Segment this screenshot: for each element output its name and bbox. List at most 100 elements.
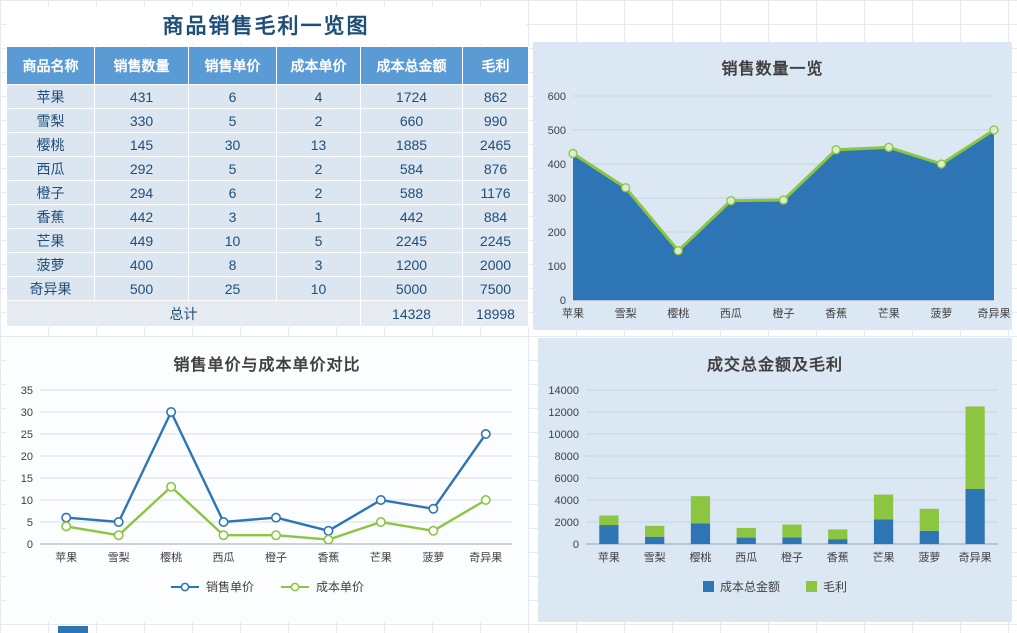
table-cell[interactable]: 5	[188, 156, 277, 181]
column-header[interactable]: 毛利	[462, 46, 529, 85]
column-header[interactable]: 成本总金额	[360, 46, 463, 85]
table-cell[interactable]: 2000	[462, 252, 529, 277]
svg-text:20: 20	[21, 451, 33, 463]
table-cell[interactable]: 400	[94, 252, 189, 277]
table-cell[interactable]: 5	[276, 228, 361, 253]
table-cell[interactable]: 884	[462, 204, 529, 229]
legend-item-sales-price: 销售单价	[170, 578, 254, 595]
sales-quantity-chart-panel[interactable]: 销售数量一览 0 100 200 300 400 500 600 苹果 雪梨 樱桃 西瓜 橙子 香蕉 芒果…	[533, 42, 1012, 330]
column-header[interactable]: 成本单价	[276, 46, 361, 85]
svg-text:500: 500	[548, 125, 566, 137]
table-cell[interactable]: 香蕉	[6, 204, 95, 229]
amount-profit-chart-panel[interactable]: 成交总金额及毛利 0 2000 4000 6000 8000 10000 12000 1400…	[538, 338, 1012, 622]
table-cell[interactable]: 雪梨	[6, 108, 95, 133]
svg-text:6000: 6000	[555, 473, 579, 485]
table-cell[interactable]: 145	[94, 132, 189, 157]
table-cell[interactable]: 1200	[360, 252, 463, 277]
table-cell[interactable]: 4	[276, 84, 361, 109]
svg-text:15: 15	[21, 473, 33, 485]
table-cell[interactable]: 876	[462, 156, 529, 181]
table-cell[interactable]: 292	[94, 156, 189, 181]
table-cell[interactable]: 1176	[462, 180, 529, 205]
table-total-row: 总计 14328 18998	[6, 300, 529, 327]
table-cell[interactable]: 442	[94, 204, 189, 229]
sales-table: 商品名称 销售数量 销售单价 成本单价 成本总金额 毛利 苹果 431 6 4 1724 862 雪梨…	[6, 46, 529, 327]
table-cell[interactable]: 500	[94, 276, 189, 301]
svg-text:10: 10	[21, 495, 33, 507]
line-marker-swatch-icon	[170, 582, 199, 591]
table-cell[interactable]: 862	[462, 84, 529, 109]
table-cell[interactable]: 442	[360, 204, 463, 229]
table-row: 橙子 294 6 2 588 1176	[6, 180, 529, 205]
svg-text:5: 5	[27, 517, 33, 529]
table-cell[interactable]: 橙子	[6, 180, 95, 205]
table-cell[interactable]: 6	[188, 84, 277, 109]
svg-text:12000: 12000	[548, 407, 579, 419]
column-header[interactable]: 商品名称	[6, 46, 95, 85]
table-cell[interactable]: 1885	[360, 132, 463, 157]
area-chart-title: 销售数量一览	[721, 61, 824, 78]
table-row: 西瓜 292 5 2 584 876	[6, 156, 529, 181]
table-cell[interactable]: 990	[462, 108, 529, 133]
table-cell[interactable]: 588	[360, 180, 463, 205]
table-cell[interactable]: 431	[94, 84, 189, 109]
table-cell[interactable]: 25	[188, 276, 277, 301]
table-cell[interactable]: 6	[188, 180, 277, 205]
table-cell[interactable]: 10	[188, 228, 277, 253]
total-label-cell[interactable]: 总计	[6, 300, 361, 327]
table-cell[interactable]: 苹果	[6, 84, 95, 109]
table-cell[interactable]: 2245	[462, 228, 529, 253]
svg-text:600: 600	[548, 91, 566, 103]
table-cell[interactable]: 2	[276, 156, 361, 181]
column-header[interactable]: 销售数量	[94, 46, 189, 85]
total-profit-cell[interactable]: 18998	[462, 300, 529, 327]
table-cell[interactable]: 3	[276, 252, 361, 277]
table-cell[interactable]: 8	[188, 252, 277, 277]
table-cell[interactable]: 330	[94, 108, 189, 133]
svg-text:西瓜: 西瓜	[720, 308, 742, 320]
table-cell[interactable]: 2465	[462, 132, 529, 157]
svg-text:西瓜: 西瓜	[735, 552, 757, 564]
svg-text:14000: 14000	[548, 385, 579, 397]
svg-text:300: 300	[548, 193, 566, 205]
table-cell[interactable]: 10	[276, 276, 361, 301]
table-cell[interactable]: 13	[276, 132, 361, 157]
table-cell[interactable]: 2	[276, 180, 361, 205]
unit-price-chart-panel[interactable]: 销售单价与成本单价对比 0 5 10 15 20 25 30 35 苹果 雪梨 樱桃 西瓜 橙子 香蕉 芒果…	[6, 338, 528, 622]
svg-text:30: 30	[21, 407, 33, 419]
svg-text:雪梨: 雪梨	[615, 306, 637, 320]
table-cell[interactable]: 3	[188, 204, 277, 229]
table-cell[interactable]: 449	[94, 228, 189, 253]
table-cell[interactable]: 樱桃	[6, 132, 95, 157]
table-cell[interactable]: 7500	[462, 276, 529, 301]
table-cell[interactable]: 660	[360, 108, 463, 133]
table-cell[interactable]: 奇异果	[6, 276, 95, 301]
column-header[interactable]: 销售单价	[188, 46, 277, 85]
legend-item-cost-total: 成本总金额	[702, 578, 780, 595]
svg-text:雪梨: 雪梨	[644, 550, 666, 564]
title-band: 商品销售毛利一览图	[6, 6, 526, 44]
table-cell[interactable]: 2	[276, 108, 361, 133]
svg-text:西瓜: 西瓜	[213, 552, 235, 564]
table-cell[interactable]: 5000	[360, 276, 463, 301]
table-cell[interactable]: 584	[360, 156, 463, 181]
svg-text:樱桃: 樱桃	[160, 550, 182, 564]
table-cell[interactable]: 1724	[360, 84, 463, 109]
table-cell[interactable]: 30	[188, 132, 277, 157]
svg-text:0: 0	[560, 295, 566, 307]
svg-text:香蕉: 香蕉	[317, 551, 339, 564]
table-cell[interactable]: 5	[188, 108, 277, 133]
svg-text:芒果: 芒果	[370, 551, 392, 564]
total-cost-cell[interactable]: 14328	[360, 300, 463, 327]
table-cell[interactable]: 294	[94, 180, 189, 205]
svg-text:菠萝: 菠萝	[930, 307, 952, 320]
table-row: 香蕉 442 3 1 442 884	[6, 204, 529, 229]
table-cell[interactable]: 1	[276, 204, 361, 229]
svg-text:苹果: 苹果	[598, 550, 620, 564]
svg-text:樱桃: 樱桃	[689, 550, 711, 564]
table-row: 雪梨 330 5 2 660 990	[6, 108, 529, 133]
table-cell[interactable]: 西瓜	[6, 156, 95, 181]
table-cell[interactable]: 2245	[360, 228, 463, 253]
table-cell[interactable]: 芒果	[6, 228, 95, 253]
table-cell[interactable]: 菠萝	[6, 252, 95, 277]
